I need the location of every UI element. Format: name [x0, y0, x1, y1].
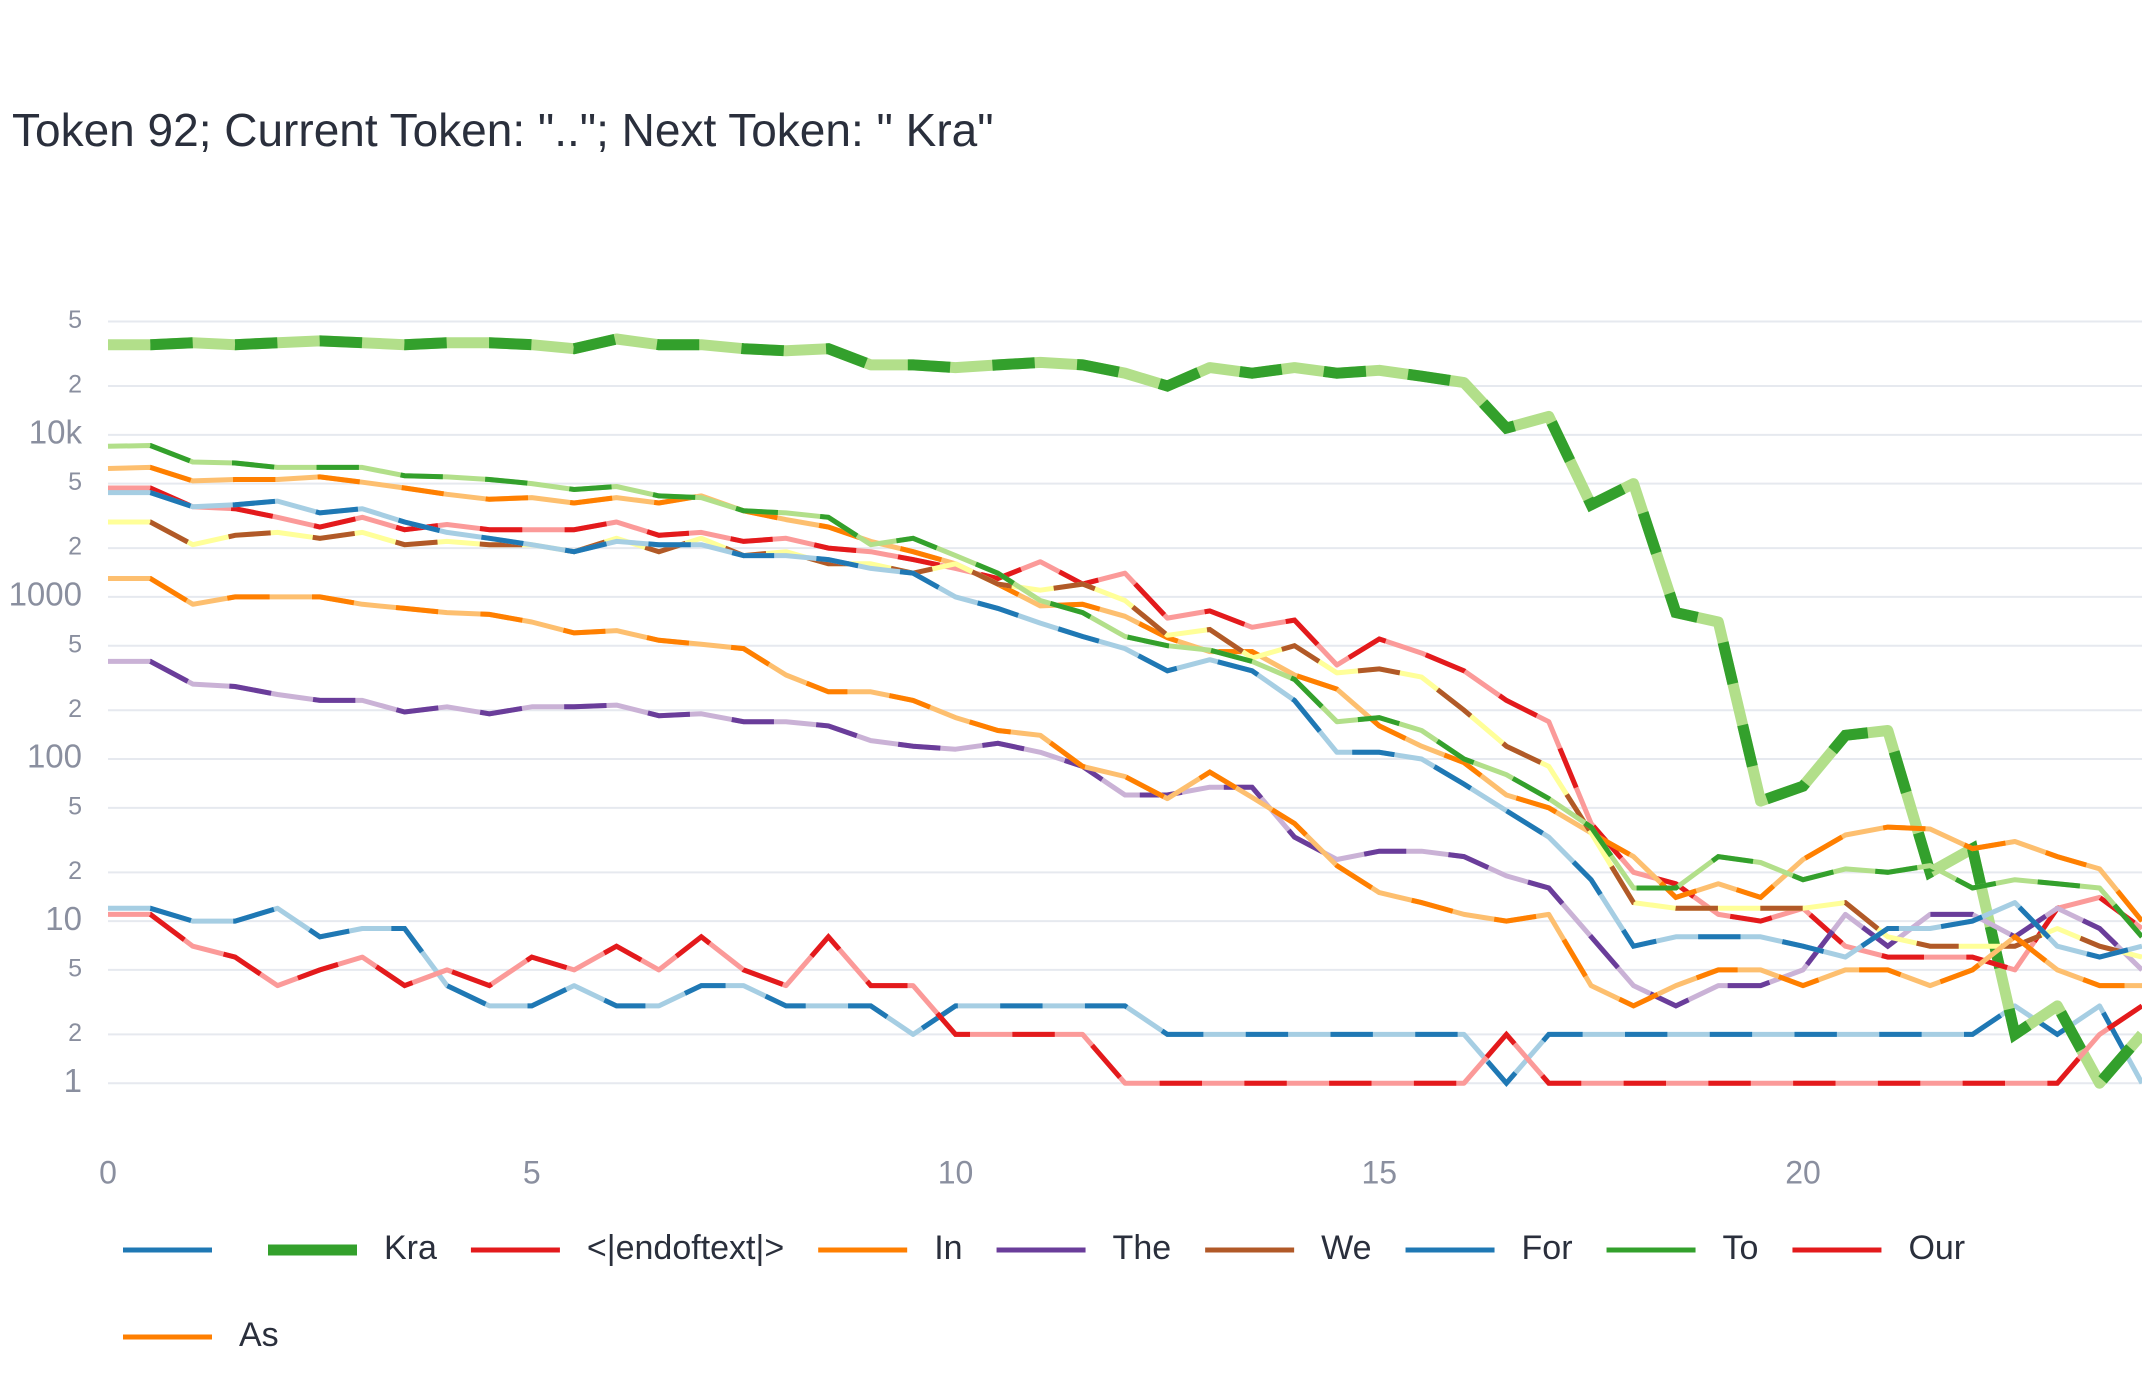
series-line [108, 658, 2142, 1009]
series-line-alt [108, 485, 2142, 973]
y-tick-label: 2 [68, 1019, 82, 1047]
series-line-alt [108, 911, 2142, 1086]
series-line [108, 519, 2142, 960]
legend-label: To [1723, 1229, 1759, 1267]
x-tick-label: 15 [1361, 1154, 1397, 1190]
legend-label: For [1522, 1229, 1573, 1267]
legend-label: In [934, 1229, 962, 1267]
x-tick-label: 10 [938, 1154, 974, 1190]
y-tick-label: 5 [68, 630, 82, 658]
y-tick-label: 5 [68, 955, 82, 983]
series-line-alt [107, 464, 2142, 923]
legend-label: We [1321, 1229, 1371, 1267]
legend-label: As [239, 1316, 279, 1354]
y-tick-label: 10 [45, 900, 82, 937]
series-line-alt [108, 905, 2142, 1088]
series-line-alt [108, 576, 2142, 1009]
series-line [107, 443, 2142, 939]
series-line [108, 490, 2142, 960]
legend: Kra <|endoftext|> In The We For To Our As [123, 1229, 1965, 1354]
y-tick-label: 2 [68, 533, 82, 561]
y-tick-label: 2 [68, 371, 82, 399]
x-tick-label: 0 [99, 1154, 117, 1190]
y-tick-label: 1 [64, 1062, 82, 1099]
x-tick-label: 5 [523, 1154, 541, 1190]
series-line-alt [107, 442, 2142, 939]
y-tick-label: 1000 [9, 576, 82, 613]
series-line [108, 485, 2142, 973]
chart-title: Token 92; Current Token: ".."; Next Toke… [12, 104, 994, 156]
legend-label: The [1113, 1229, 1172, 1267]
grid: 1 2 5 10 2 5 100 2 5 1000 2 5 10k 2 5 0 5 10 15 20 [9, 306, 2142, 1190]
y-tick-label: 5 [68, 306, 82, 334]
plot-lines [107, 333, 2142, 1093]
y-tick-label: 100 [27, 738, 82, 775]
y-tick-label: 5 [68, 468, 82, 496]
series-line-alt [108, 333, 2142, 1093]
x-tick-label: 20 [1785, 1154, 1821, 1190]
series-line [107, 464, 2142, 923]
y-tick-label: 5 [68, 792, 82, 820]
y-tick-label: 2 [68, 695, 82, 723]
series-line [108, 905, 2142, 1086]
y-tick-label: 10k [29, 414, 83, 451]
legend-label: Kra [384, 1229, 437, 1267]
legend-label: Our [1908, 1229, 1965, 1267]
series-line-alt [108, 490, 2142, 960]
y-tick-label: 2 [68, 857, 82, 885]
legend-label: <|endoftext|> [587, 1229, 784, 1267]
